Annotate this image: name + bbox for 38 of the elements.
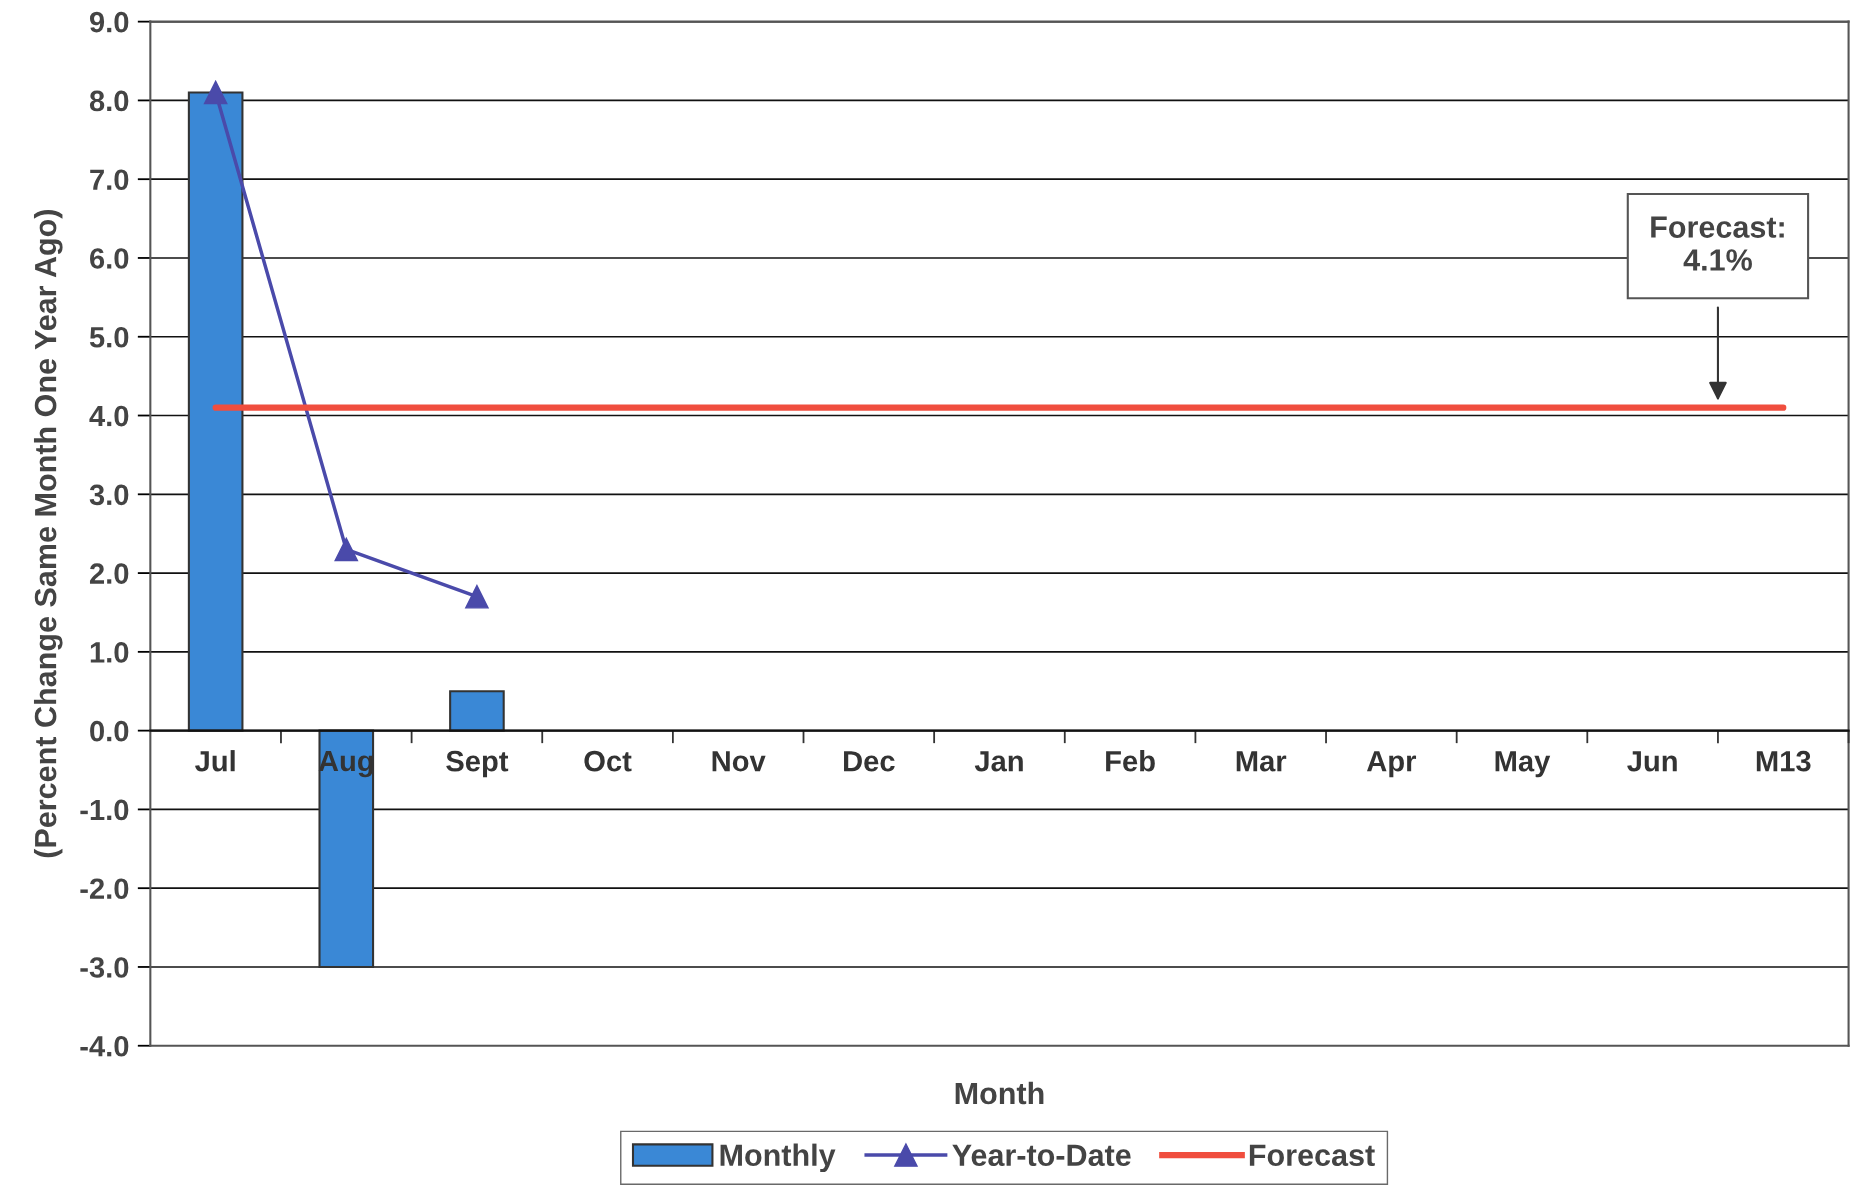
- point: [203, 80, 228, 105]
- x-tick-label: Jul: [195, 750, 235, 772]
- bar: [449, 690, 505, 732]
- legend-label: Forecast: [1249, 1144, 1375, 1167]
- bar: [318, 729, 375, 968]
- x-tick-label: Mar: [1236, 751, 1287, 772]
- y-tick-label: 2.0: [89, 563, 129, 584]
- annotation: Forecast: 4.1%: [1651, 216, 1784, 271]
- x-axis-title: Month: [955, 1081, 1044, 1105]
- x-tick-label: Oct: [584, 750, 632, 772]
- x-tick-label: Sept: [446, 750, 509, 778]
- y-tick-label: 5.0: [89, 326, 129, 348]
- y-tick-label: 9.0: [89, 11, 129, 33]
- y-tick-label: 0.0: [90, 720, 129, 742]
- bar: [187, 91, 244, 732]
- y-tick-label: -4.0: [80, 1035, 129, 1057]
- y-tick-label: 3.0: [89, 484, 129, 506]
- x-tick-label: M13: [1756, 750, 1811, 772]
- legend-label: Year-to-Date: [952, 1144, 1131, 1167]
- point: [334, 537, 359, 562]
- y-tick-label: 7.0: [90, 169, 129, 191]
- y-tick-label: 6.0: [90, 248, 129, 269]
- y-tick-label: -1.0: [80, 799, 129, 821]
- y-tick-label: -2.0: [80, 878, 129, 900]
- x-tick-label: Nov: [712, 751, 766, 772]
- x-tick-label: May: [1495, 751, 1551, 778]
- x-tick-label: Apr: [1366, 751, 1417, 778]
- y-tick-label: 8.0: [89, 90, 129, 112]
- y-tick-label: 1.0: [90, 642, 129, 663]
- x-tick-label: Jan: [974, 751, 1023, 772]
- y-tick-label: -3.0: [80, 957, 129, 978]
- legend-label: Monthly: [720, 1143, 836, 1173]
- y-tick-label: 4.0: [89, 405, 129, 427]
- x-tick-label: Feb: [1106, 750, 1155, 772]
- x-tick-label: Dec: [844, 751, 895, 772]
- x-tick-label: Jun: [1627, 751, 1677, 772]
- point: [465, 584, 489, 609]
- y-axis-title: (Percent Change Same Month One Year Ago): [33, 210, 63, 858]
